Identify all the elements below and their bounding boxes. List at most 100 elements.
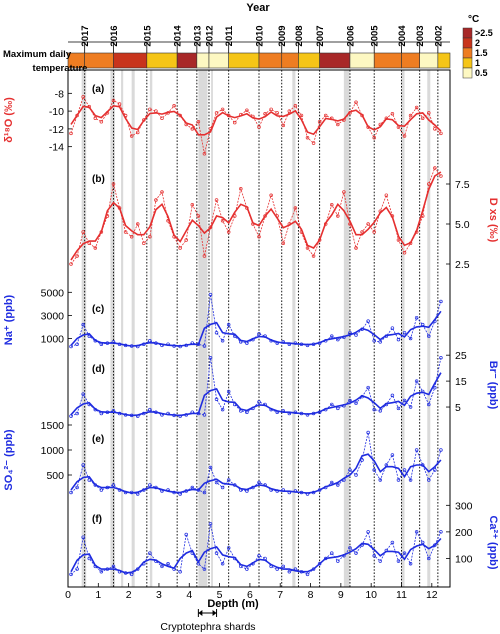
point-1-61 (439, 131, 443, 136)
point-5-44 (336, 483, 340, 487)
ytick-label-5-0: 1500 (41, 420, 65, 432)
point-2-0 (69, 262, 73, 266)
point-3-24 (214, 330, 219, 335)
shaded-band-7 (292, 70, 296, 587)
y-axis-label-2: D xs (‰) (487, 198, 499, 243)
shaded-band-6 (211, 70, 213, 587)
point-4-46 (348, 398, 352, 403)
point-6-47 (354, 551, 358, 555)
point-4-61 (439, 356, 443, 360)
point-6-29 (245, 567, 249, 571)
shaded-band-4 (149, 70, 153, 587)
point-6-43 (330, 551, 334, 555)
shaded-band-2 (121, 70, 124, 587)
point-1-34 (275, 111, 279, 115)
xtick-label-4: 4 (186, 589, 192, 601)
ytick-label-5-1: 1000 (41, 445, 65, 457)
point-6-15 (160, 564, 164, 569)
series-raw-4 (70, 357, 442, 417)
point-2-54 (396, 238, 401, 242)
temp-segment-13 (373, 52, 402, 69)
point-1-29 (245, 108, 249, 112)
y-axis-label-6: Ca²⁺ (ppb) (487, 515, 499, 569)
panels: (a) (b) (c) (d) (e) (f) (69, 84, 443, 577)
panel-id-3: (c) (92, 304, 104, 315)
panel-3: (c) (69, 292, 443, 349)
point-1-5 (99, 120, 104, 124)
xtick-label-7: 7 (277, 589, 283, 601)
point-4-49 (366, 385, 370, 390)
point-3-43 (330, 334, 334, 338)
ytick-label-6-2: 100 (455, 553, 473, 565)
point-3-54 (396, 337, 401, 342)
xtick-label-2: 2 (126, 589, 132, 601)
ytick-label-2-1: 5.0 (455, 219, 470, 231)
point-2-40 (311, 254, 316, 258)
point-2-20 (190, 203, 195, 207)
annotation-left-head (198, 610, 203, 616)
xtick-label-0: 0 (65, 589, 71, 601)
point-1-39 (305, 136, 310, 140)
point-2-15 (160, 190, 164, 194)
cryptotephra-annotation (197, 609, 218, 617)
point-2-11 (135, 222, 140, 226)
annotation-right-head (212, 610, 217, 616)
point-2-24 (214, 198, 219, 202)
temperature-legend: >2.521.510.5 (462, 27, 493, 79)
series-smooth-2 (70, 171, 442, 261)
point-2-12 (142, 241, 146, 245)
point-2-21 (196, 214, 201, 218)
shaded-band-1 (110, 70, 115, 587)
point-6-31 (257, 554, 261, 558)
year-label-2017: 2017 (80, 25, 91, 46)
point-3-51 (378, 340, 383, 344)
series-smooth-5 (70, 453, 442, 494)
point-5-55 (402, 468, 407, 472)
point-1-42 (323, 113, 328, 118)
point-5-57 (414, 448, 419, 452)
point-5-23 (208, 465, 213, 470)
ytick-label-4-0: 25 (455, 350, 467, 362)
plot-frame (67, 69, 451, 588)
point-1-36 (287, 109, 292, 113)
point-3-55 (402, 330, 407, 335)
point-6-24 (214, 551, 219, 555)
point-3-1 (75, 342, 79, 346)
point-2-45 (342, 190, 346, 194)
point-5-24 (214, 480, 219, 485)
point-1-58 (420, 116, 425, 120)
series-raw-2 (70, 167, 442, 265)
point-5-59 (427, 478, 431, 482)
point-4-24 (214, 397, 219, 402)
point-1-59 (427, 111, 431, 115)
point-4-25 (220, 407, 225, 412)
point-4-43 (330, 402, 334, 407)
point-3-57 (414, 315, 419, 320)
panel-id-5: (e) (92, 434, 104, 445)
series-raw-3 (70, 294, 442, 347)
point-2-10 (129, 235, 134, 239)
point-5-2 (81, 463, 85, 467)
temperature-bar-label-line1: Maximum daily (3, 49, 72, 60)
panel-id-4: (d) (92, 364, 105, 375)
point-1-18 (178, 113, 182, 118)
y-axis-label-5: SO₄²⁻ (ppb) (3, 429, 15, 490)
point-6-39 (305, 572, 310, 577)
point-5-5 (99, 488, 104, 492)
temp-segment-5 (196, 52, 210, 69)
point-3-47 (354, 333, 358, 337)
point-3-25 (220, 339, 225, 343)
point-4-22 (202, 413, 207, 417)
point-5-53 (390, 453, 395, 457)
legend-swatch-2 (462, 47, 473, 59)
point-1-47 (354, 100, 358, 104)
point-4-47 (354, 401, 358, 405)
shaded-band-8 (343, 70, 350, 587)
point-6-7 (111, 564, 116, 569)
point-4-44 (336, 406, 340, 411)
shaded-bands (81, 70, 431, 587)
point-4-59 (427, 402, 431, 407)
point-2-7 (111, 182, 116, 186)
series-raw-1 (70, 95, 442, 154)
